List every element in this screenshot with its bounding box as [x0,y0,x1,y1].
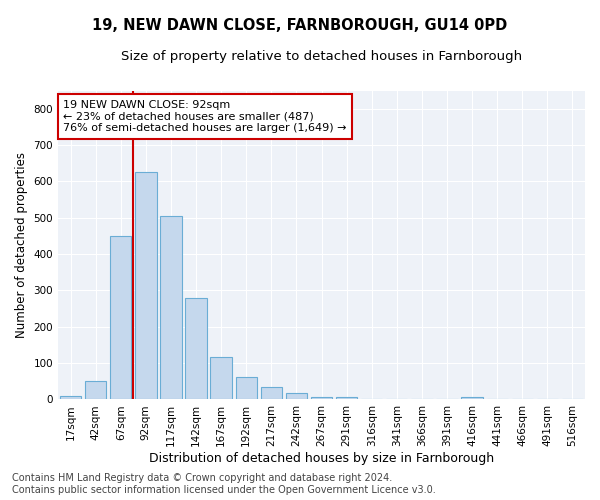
Bar [85,380,106,400]
Bar [236,376,257,400]
Bar [135,172,157,400]
Bar [211,357,232,400]
Bar [311,396,332,400]
Text: Contains HM Land Registry data © Crown copyright and database right 2024.
Contai: Contains HM Land Registry data © Crown c… [12,474,436,495]
Text: 19 NEW DAWN CLOSE: 92sqm
← 23% of detached houses are smaller (487)
76% of semi-: 19 NEW DAWN CLOSE: 92sqm ← 23% of detach… [64,100,347,133]
Bar [286,394,307,400]
Text: 19, NEW DAWN CLOSE, FARNBOROUGH, GU14 0PD: 19, NEW DAWN CLOSE, FARNBOROUGH, GU14 0P… [92,18,508,32]
Bar [60,396,81,400]
Y-axis label: Number of detached properties: Number of detached properties [15,152,28,338]
Title: Size of property relative to detached houses in Farnborough: Size of property relative to detached ho… [121,50,522,63]
Bar [461,397,483,400]
Bar [110,236,131,400]
Bar [336,396,357,400]
X-axis label: Distribution of detached houses by size in Farnborough: Distribution of detached houses by size … [149,452,494,465]
Bar [260,388,282,400]
Bar [185,298,207,400]
Bar [160,216,182,400]
